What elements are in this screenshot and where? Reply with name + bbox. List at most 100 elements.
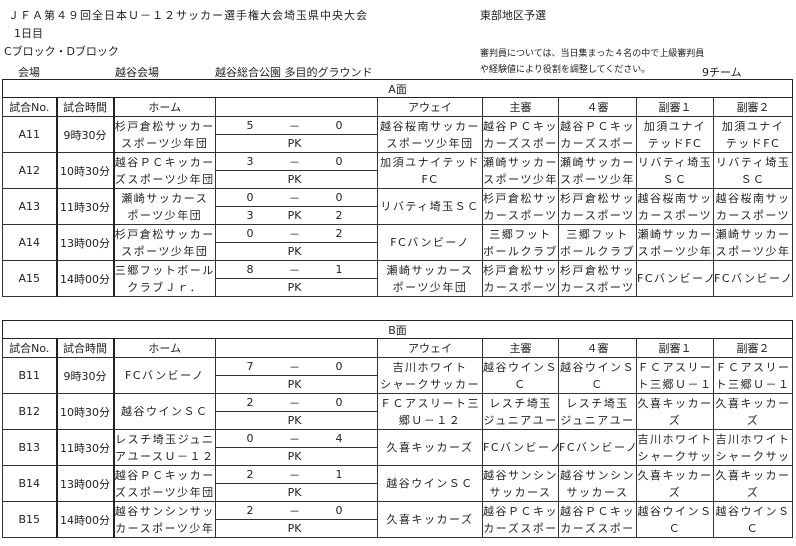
cell-line: レスチ埼玉 (489, 396, 552, 410)
match-row: B12 10時30分 越谷ウインＳＣ 2 － 0 PK ＦＣアスリート三 郷Ｕ－１２ レスチ埼玉ジ… (2, 393, 793, 430)
score-cell: 2 － 0 PK (215, 393, 378, 430)
cell-line: レスチ埼玉ジュニ (115, 432, 215, 446)
cell-line: 久喜キッカー (715, 396, 791, 410)
home-team: 瀬崎サッカース ポーツ少年団 (113, 188, 216, 225)
cell-line: リバティ埼玉 (715, 155, 791, 169)
column-header-home: ホーム (113, 338, 216, 358)
home-score: 2 (246, 504, 254, 517)
cell-line: シャークサッ (715, 449, 791, 463)
column-header-score (215, 338, 378, 358)
ref-a2-referee: 瀬崎サッカー スポーツ少年 (712, 224, 794, 261)
match-time: 10時30分 (56, 152, 115, 189)
cell-line: 杉戸倉松サッカー (114, 227, 215, 241)
cell-line: 越谷ウインＳＣ (121, 405, 209, 418)
match-time: 11時30分 (56, 188, 115, 225)
home-team: 杉戸倉松サッカー スポーツ少年団 (113, 116, 216, 153)
home-score: 3 (246, 155, 254, 168)
column-header-no: 試合No. (2, 338, 58, 358)
ref-4th-referee: レスチ埼玉 ジュニアユー (558, 393, 637, 430)
cell-line: 瀬崎サッカース (121, 191, 209, 205)
ref-4th-referee: 越谷サンシン サッカース (558, 465, 637, 502)
away-score: 0 (335, 119, 343, 132)
ref-a2-referee: 越谷桜南サッ カースポーツ (712, 188, 794, 225)
cell-line: FCバンビーノ (483, 441, 559, 454)
away-team: 越谷桜南サッカー スポーツ少年団 (377, 116, 483, 153)
cell-line: スポーツ少年 (637, 244, 713, 258)
cell-line: 越谷ＰＣキッ (483, 119, 558, 133)
ref-a1-referee: 久喜キッカーズ (636, 393, 714, 430)
match-time: 9時30分 (56, 357, 115, 394)
cell-line: 瀬崎サッカー (560, 155, 635, 169)
cell-line: 越谷ウインＳ (637, 504, 713, 518)
score-cell: 0 － 4 PK (215, 429, 378, 466)
cell-line: 杉戸倉松サッ (560, 263, 635, 277)
cell-line: カースポーツ (483, 208, 558, 222)
cell-line: スポーツ少年団 (386, 136, 474, 150)
home-team: 越谷サンシンサッ カースポーツ少年 (113, 501, 216, 538)
cell-line: カーズスポー (483, 136, 558, 150)
column-header-time: 試合時間 (56, 97, 115, 117)
pk-label: PK (287, 137, 302, 150)
cell-line: リバティ埼玉ＳＣ (380, 200, 480, 213)
cell-line: 越谷桜南サッ (715, 191, 791, 205)
venue-label: 会場 (18, 66, 40, 79)
cell-line: 瀬崎サッカー (637, 227, 713, 241)
pk-label: PK (287, 486, 302, 499)
cell-line: 越谷ウインＳＣ (386, 477, 474, 490)
ref-main-referee: 越谷ＰＣキッ カーズスポー (482, 501, 559, 538)
cell-line: 瀬崎サッカー (483, 155, 558, 169)
match-number: B15 (2, 501, 58, 538)
cell-line: レスチ埼玉 (566, 396, 629, 410)
ref-4th-referee: 瀬崎サッカー スポーツ少年 (558, 152, 637, 189)
ref-4th-referee: 杉戸倉松サッ カースポーツ (558, 188, 637, 225)
cell-line: アユースＵ－１２ (115, 449, 215, 463)
column-header-home: ホーム (113, 97, 216, 117)
match-row: B14 13時00分 越谷ＰＣキッカー ズスポーツ少年団 2 － 1 PK 越谷ウインＳＣ 越谷サ… (2, 465, 793, 502)
away-team: リバティ埼玉ＳＣ (377, 188, 483, 225)
home-team: 杉戸倉松サッカー スポーツ少年団 (113, 224, 216, 261)
ref-main-referee: 杉戸倉松サッ カースポーツ (482, 260, 559, 297)
match-number: B11 (2, 357, 58, 394)
region-label: 東部地区予選 (480, 9, 546, 22)
cell-line: 越谷ウインＳ (715, 504, 791, 518)
cell-line: リバティ埼玉 (637, 155, 713, 169)
match-time: 14時00分 (56, 260, 115, 297)
cell-line: 吉川ホワイト (637, 432, 713, 446)
ref-a1-referee: リバティ埼玉 ＳＣ (636, 152, 714, 189)
cell-line: 越谷サンシンサッ (114, 504, 215, 518)
ref-a1-referee: ＦＣアスリー ト三郷Ｕ－１ (636, 357, 714, 394)
column-header-ref-a2: 副審２ (713, 338, 793, 358)
cell-line: スポーツ少年 (715, 244, 791, 258)
ref-main-referee: 越谷ＰＣキッ カーズスポー (482, 116, 559, 153)
home-score: 0 (246, 432, 254, 445)
score-cell: 2 － 1 PK (215, 465, 378, 502)
column-header-ref-4th: ４審 (558, 97, 637, 117)
cell-line: カースポーツ (560, 280, 635, 294)
column-header-away: アウェイ (377, 97, 483, 117)
column-header-time: 試合時間 (56, 338, 115, 358)
pk-label: PK (287, 522, 302, 535)
cell-line: 郷Ｕ－１２ (398, 413, 462, 427)
cell-line: FCバンビーノ (714, 272, 793, 285)
score-cell: 5 － 0 PK (215, 116, 378, 153)
column-header-score (215, 97, 378, 117)
score-cell: 7 － 0 PK (215, 357, 378, 394)
ref-main-referee: 瀬崎サッカー スポーツ少年 (482, 152, 559, 189)
cell-line: ＳＣ (662, 172, 688, 186)
away-score: 0 (335, 504, 343, 517)
cell-line: 越谷ウインＳ (483, 360, 558, 374)
score-dash: － (289, 504, 300, 518)
cell-line: 久喜キッカーズ (386, 513, 474, 526)
cell-line: スポーツ少年団 (121, 136, 209, 150)
match-time: 9時30分 (56, 116, 115, 153)
referee-note-line1: 審判員については、当日集まった４名の中で上級審判員 (480, 49, 705, 59)
cell-line: ポーツ少年団 (392, 280, 468, 294)
ref-main-referee: 越谷サンシン サッカース (482, 465, 559, 502)
home-team: 越谷ＰＣキッカー ズスポーツ少年団 (113, 465, 216, 502)
home-team: FCバンビーノ (113, 357, 216, 394)
pk-label: PK (287, 173, 302, 186)
cell-line: カーズスポー (483, 521, 558, 535)
ref-a2-referee: ＦＣアスリー ト三郷Ｕ－１ (713, 357, 793, 394)
away-score: 2 (335, 227, 343, 240)
cell-line: シャークサッカー (380, 377, 480, 391)
